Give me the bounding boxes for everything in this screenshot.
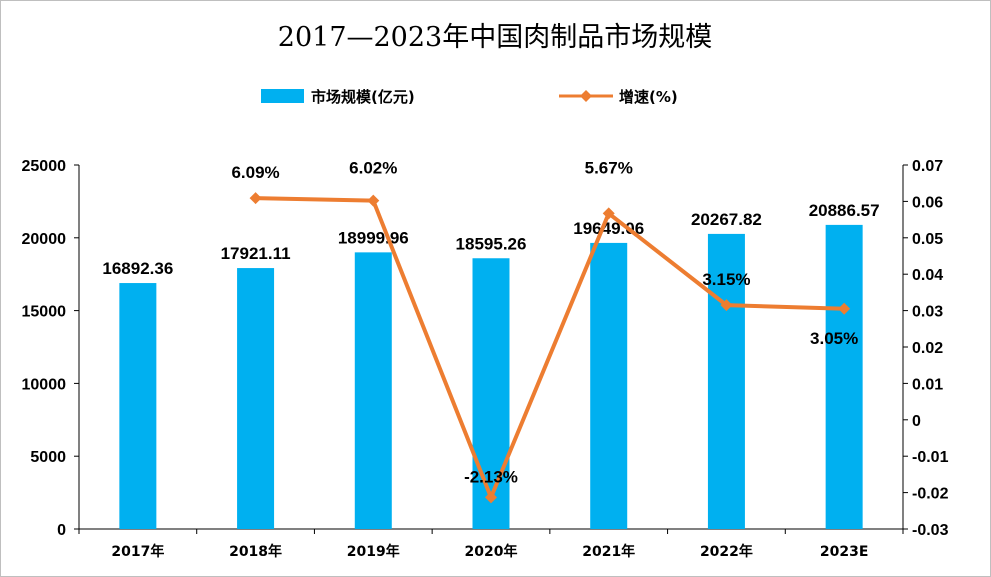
chart-title: 2017—2023年中国肉制品市场规模: [278, 22, 712, 53]
y-right-tick-label: 0.05: [912, 231, 943, 248]
growth-value-label: 3.15%: [702, 270, 750, 289]
bar-2020年: [472, 258, 510, 529]
growth-value-label: 6.02%: [349, 159, 397, 178]
y-right-tick-label: -0.01: [912, 449, 949, 466]
y-left-tick-label: 25000: [22, 158, 67, 175]
bar-2017年: [119, 283, 157, 529]
growth-value-label: 5.67%: [585, 158, 633, 177]
x-tick-label: 2019年: [347, 543, 400, 560]
growth-marker: [602, 207, 615, 220]
bar-value-label: 19649.06: [573, 219, 644, 238]
growth-marker: [720, 299, 733, 312]
growth-marker: [485, 491, 497, 504]
y-left-tick-label: 0: [57, 522, 66, 539]
y-right-tick-label: 0.03: [912, 304, 943, 321]
bar-2023E: [825, 224, 863, 529]
y-left-tick-label: 5000: [30, 449, 66, 466]
growth-value-label: 6.09%: [231, 163, 279, 182]
y-right-tick-label: 0.04: [912, 267, 943, 284]
legend-line-marker: [580, 90, 592, 102]
bar-value-label: 20886.57: [809, 201, 880, 220]
x-tick-label: 2017年: [111, 543, 164, 560]
legend-bar-swatch: [261, 89, 304, 103]
growth-marker: [838, 302, 851, 315]
x-tick-label: 2022年: [700, 543, 753, 560]
y-right-tick-label: -0.03: [912, 522, 949, 539]
y-right-tick-label: 0.01: [912, 376, 943, 393]
x-tick-label: 2023E: [820, 544, 869, 560]
y-left-tick-label: 20000: [22, 231, 67, 248]
bar-value-label: 18595.26: [456, 234, 527, 253]
bar-value-label: 18999.96: [338, 228, 409, 247]
y-right-tick-label: -0.02: [912, 486, 949, 503]
growth-value-label: 3.05%: [810, 329, 858, 348]
bar-2021年: [590, 242, 628, 530]
growth-marker: [249, 192, 262, 205]
legend: 市场规模(亿元) 增速(%): [261, 88, 678, 106]
y-left-tick-label: 15000: [22, 304, 67, 321]
y-left-tick-label: 10000: [22, 376, 67, 393]
y-right-tick-label: 0.02: [912, 340, 943, 357]
x-tick-label: 2021年: [582, 543, 635, 560]
bar-2018年: [237, 268, 275, 529]
bar-2022年: [707, 233, 745, 529]
x-tick-label: 2020年: [465, 543, 518, 560]
bar-value-label: 17921.11: [221, 244, 291, 263]
y-right-tick-label: 0.06: [912, 194, 943, 211]
growth-line: [255, 196, 845, 500]
bar-value-label: 20267.82: [691, 210, 762, 229]
legend-line-label: 增速(%): [619, 88, 678, 106]
legend-bar-label: 市场规模(亿元): [311, 88, 415, 106]
growth-value-label: -2.13%: [464, 467, 518, 486]
y-right-tick-label: 0.07: [912, 158, 943, 175]
bar-2019年: [354, 252, 392, 529]
growth-marker: [367, 194, 380, 207]
y-right-tick-label: 0: [912, 413, 921, 430]
x-tick-label: 2018年: [229, 543, 282, 560]
bar-value-label: 16892.36: [102, 259, 173, 278]
plot-area: 0 5000 10000 15000 20000 25000 -0.03 -0.02 -0.01…: [22, 158, 949, 560]
